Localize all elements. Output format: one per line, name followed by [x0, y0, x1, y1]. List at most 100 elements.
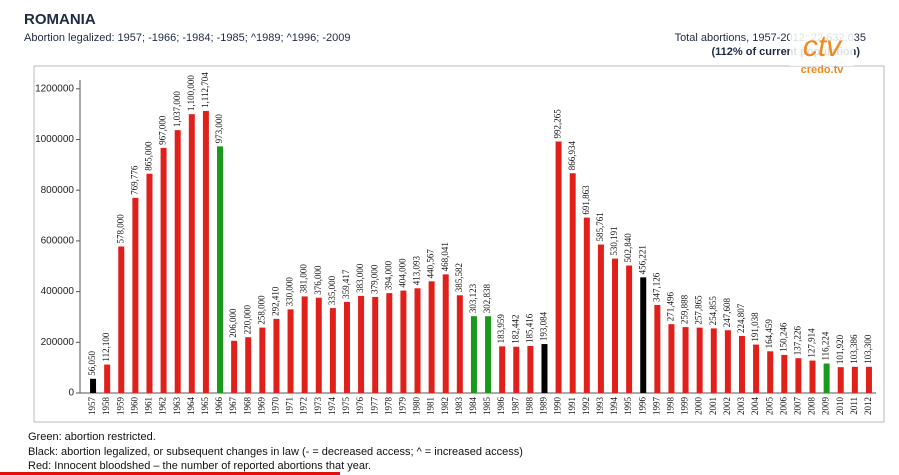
bar	[597, 244, 604, 393]
value-label: 456,221	[637, 245, 647, 274]
bar	[696, 327, 703, 393]
x-tick-label: 2012	[863, 397, 873, 415]
x-tick-label: 1997	[651, 397, 661, 416]
value-label: 865,000	[144, 141, 154, 171]
x-tick-label: 1998	[666, 397, 676, 416]
x-tick-label: 1960	[129, 397, 139, 416]
value-label: 347,126	[651, 272, 661, 302]
value-label: 127,914	[807, 328, 817, 358]
bar	[753, 344, 760, 393]
chart-subtitle: Abortion legalized: 1957; -1966; -1984; …	[24, 32, 351, 44]
bar	[259, 327, 266, 393]
value-label: 103,386	[849, 334, 859, 364]
y-tick-label: 600000	[41, 236, 75, 247]
bar	[414, 288, 421, 393]
value-label: 413,093	[412, 256, 422, 286]
value-label: 468,041	[440, 242, 450, 271]
x-tick-label: 1991	[567, 397, 577, 415]
y-tick-label: 200000	[41, 337, 75, 348]
x-tick-label: 1965	[200, 397, 210, 416]
value-label: 247,608	[722, 297, 732, 327]
bar	[781, 354, 788, 393]
bar	[174, 130, 181, 393]
y-tick-label: 0	[68, 388, 74, 399]
x-tick-label: 1988	[524, 397, 534, 416]
value-label: 191,038	[750, 312, 760, 342]
x-tick-label: 1961	[144, 397, 154, 415]
y-tick-label: 1000000	[35, 134, 74, 145]
bar	[767, 351, 774, 393]
bar	[217, 146, 224, 393]
value-label: 164,459	[764, 319, 774, 349]
value-label: 585,761	[595, 212, 605, 241]
x-tick-label: 1970	[271, 397, 281, 416]
value-label: 116,224	[821, 331, 831, 360]
y-tick-label: 1200000	[35, 83, 74, 94]
bar	[372, 296, 379, 393]
x-tick-label: 1969	[256, 397, 266, 416]
bar	[329, 308, 336, 393]
value-label: 385,582	[454, 263, 464, 292]
value-label: 1,100,000	[186, 75, 196, 112]
x-tick-label: 2001	[708, 397, 718, 415]
value-label: 193,084	[539, 311, 549, 341]
bar	[795, 358, 802, 393]
bar	[851, 366, 858, 393]
bar	[485, 316, 492, 393]
bar	[160, 147, 167, 393]
x-tick-label: 1987	[510, 397, 520, 416]
bar	[400, 290, 407, 393]
value-label: 101,920	[835, 334, 845, 364]
logo-name: ctv	[803, 30, 843, 63]
value-label: 257,865	[694, 295, 704, 325]
x-tick-label: 1985	[482, 397, 492, 416]
x-tick-label: 1976	[355, 397, 365, 416]
value-label: 394,000	[383, 260, 393, 290]
x-tick-label: 1984	[468, 397, 478, 416]
bar	[146, 173, 153, 393]
x-tick-label: 2010	[835, 397, 845, 416]
x-tick-label: 1978	[383, 397, 393, 416]
bar	[301, 296, 308, 393]
value-label: 330,000	[285, 277, 295, 307]
x-tick-label: 1963	[172, 397, 182, 416]
logo-url: credo.tv	[801, 64, 845, 76]
x-tick-label: 1990	[553, 397, 563, 416]
value-label: 359,417	[341, 269, 351, 299]
x-tick-label: 1994	[609, 397, 619, 416]
note: Red: Innocent bloodshed – the number of …	[28, 460, 371, 472]
bar	[682, 327, 689, 393]
bar	[583, 217, 590, 393]
bar	[287, 309, 294, 393]
value-label: 379,000	[369, 264, 379, 294]
x-tick-label: 1977	[369, 397, 379, 416]
bar	[823, 363, 830, 393]
progress-bar	[0, 472, 340, 475]
bar	[188, 114, 195, 394]
x-tick-label: 1983	[454, 397, 464, 416]
bar	[428, 281, 435, 393]
x-tick-label: 1971	[285, 397, 295, 415]
x-tick-label: 1957	[87, 397, 97, 416]
bar	[710, 328, 717, 393]
bar	[343, 301, 350, 393]
value-label: 302,838	[482, 283, 492, 313]
bar	[541, 344, 548, 393]
bar	[456, 295, 463, 393]
x-tick-label: 1973	[313, 397, 323, 416]
x-tick-label: 2000	[694, 397, 704, 416]
bar	[499, 346, 506, 393]
value-label: 103,300	[863, 334, 873, 364]
bar	[132, 197, 139, 393]
value-label: 502,840	[623, 233, 633, 263]
bar	[358, 295, 365, 393]
x-tick-label: 1993	[595, 397, 605, 416]
value-label: 303,123	[468, 283, 478, 313]
x-tick-label: 1967	[228, 397, 238, 416]
x-tick-label: 1959	[115, 397, 125, 416]
bar	[202, 110, 209, 393]
value-label: 271,496	[666, 291, 676, 321]
x-tick-label: 1964	[186, 397, 196, 416]
value-label: 967,000	[158, 115, 168, 145]
